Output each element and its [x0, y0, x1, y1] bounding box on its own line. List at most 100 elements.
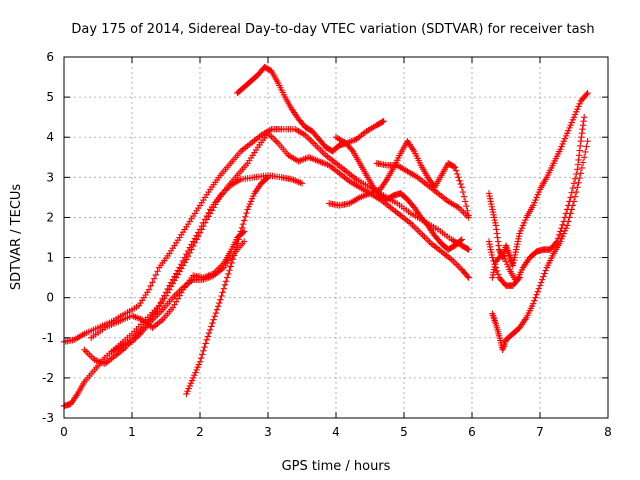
data-point: [536, 282, 544, 289]
data-point: [235, 236, 242, 243]
data-point: [465, 274, 472, 281]
data-point: [183, 256, 190, 263]
data-point: [493, 230, 501, 237]
data-point: [152, 271, 159, 279]
data-point: [226, 267, 233, 274]
data-point: [489, 254, 496, 261]
data-point: [191, 239, 199, 247]
series-track-14: [485, 238, 523, 289]
data-point: [575, 179, 582, 186]
data-point: [149, 279, 156, 286]
data-point: [239, 220, 247, 228]
data-point: [186, 249, 193, 257]
data-point: [220, 285, 227, 292]
data-point: [193, 236, 200, 243]
data-point: [217, 296, 224, 303]
data-point: [456, 177, 463, 184]
data-point: [203, 336, 210, 343]
data-point: [581, 113, 588, 121]
data-point: [464, 207, 471, 214]
data-point: [214, 303, 222, 310]
x-axis-label: GPS time / hours: [282, 459, 391, 474]
data-point: [464, 245, 471, 253]
data-point: [198, 226, 205, 233]
series-track-7: [234, 63, 465, 253]
data-point: [380, 117, 387, 125]
data-point: [570, 180, 578, 187]
data-point: [224, 274, 231, 281]
x-tick-label: 2: [196, 425, 204, 439]
data-point: [462, 198, 469, 205]
data-point: [557, 228, 564, 235]
y-tick-label: -1: [42, 331, 54, 345]
data-point: [583, 91, 590, 98]
data-point: [554, 234, 562, 242]
x-tick-label: 1: [128, 425, 136, 439]
data-point: [584, 89, 591, 97]
y-tick-label: -2: [42, 371, 54, 385]
data-point: [565, 218, 572, 225]
data-point: [581, 154, 588, 161]
data-point: [154, 268, 161, 275]
data-point: [212, 309, 220, 317]
data-point: [457, 180, 464, 188]
series-track-9: [332, 117, 387, 147]
data-point: [577, 142, 584, 150]
data-point: [228, 259, 235, 267]
data-point: [539, 276, 546, 283]
y-tick-label: 6: [46, 50, 54, 64]
data-point: [582, 148, 589, 156]
data-point: [213, 306, 221, 313]
data-point: [459, 188, 467, 196]
data-point: [571, 193, 579, 200]
data-point: [145, 286, 153, 293]
data-point: [229, 256, 237, 263]
data-point: [584, 138, 591, 145]
data-point: [494, 271, 502, 278]
data-point: [492, 264, 499, 271]
data-point: [580, 117, 587, 125]
y-tick-label: 5: [46, 90, 54, 104]
data-point: [147, 282, 154, 290]
series-track-11: [485, 89, 591, 269]
y-tick-label: 1: [46, 251, 54, 265]
data-point: [463, 202, 470, 210]
data-point: [533, 291, 540, 298]
data-point: [201, 219, 209, 226]
series-track-8: [326, 138, 472, 219]
x-tick-label: 7: [536, 425, 544, 439]
data-point: [200, 347, 207, 355]
data-point: [242, 213, 249, 220]
data-point: [579, 126, 586, 133]
y-tick-label: 2: [46, 210, 54, 224]
data-point: [573, 170, 580, 178]
data-point: [201, 343, 208, 351]
data-point: [532, 294, 539, 301]
data-point: [569, 202, 577, 209]
series-track-3: [81, 130, 472, 368]
data-point: [576, 174, 583, 182]
data-point: [150, 275, 158, 282]
data-point: [579, 121, 587, 129]
data-point: [184, 253, 192, 260]
data-point: [457, 237, 464, 244]
series-track-2: [60, 126, 472, 345]
data-point: [534, 288, 541, 295]
data-point: [567, 194, 574, 201]
data-point: [492, 222, 499, 229]
data-point: [210, 316, 217, 323]
data-point: [221, 281, 229, 289]
data-point: [570, 198, 578, 205]
data-point: [231, 248, 239, 255]
data-point: [238, 224, 246, 232]
data-point: [234, 240, 241, 247]
x-tick-label: 8: [604, 425, 612, 439]
data-point: [578, 164, 586, 172]
data-point: [458, 236, 465, 243]
data-point: [490, 257, 497, 265]
data-point: [195, 232, 202, 240]
data-point: [540, 273, 547, 280]
data-point: [569, 184, 577, 192]
data-point: [531, 297, 538, 304]
